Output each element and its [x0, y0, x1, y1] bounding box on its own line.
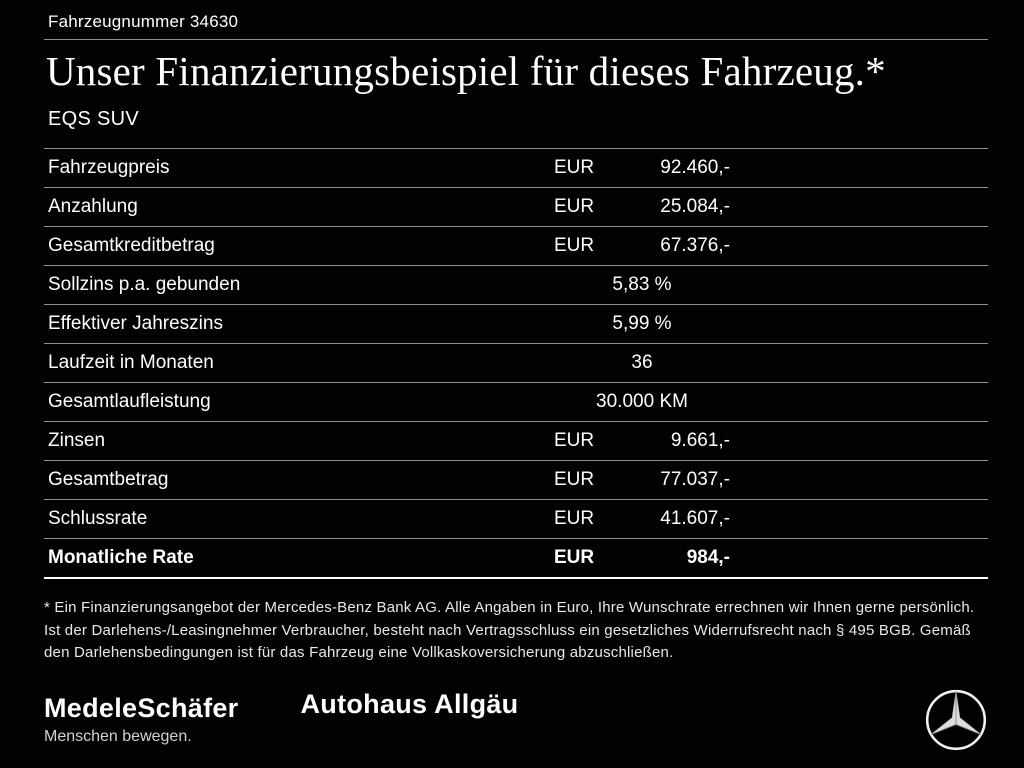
row-value: 5,83 % — [612, 274, 672, 296]
mercedes-star-icon — [924, 688, 988, 752]
table-row-monthly-rate: Monatliche Rate EUR 984,- — [44, 538, 988, 580]
table-row: Schlussrate EUR 41.607,- — [44, 499, 988, 538]
table-row: Gesamtlaufleistung 30.000 KM — [44, 382, 988, 421]
table-row: Effektiver Jahreszins 5,99 % — [44, 304, 988, 343]
row-value: 25.084,- — [660, 196, 730, 218]
row-currency: EUR — [554, 430, 595, 452]
table-row: Gesamtkreditbetrag EUR 67.376,- — [44, 226, 988, 265]
row-label: Monatliche Rate — [48, 547, 194, 569]
row-value: 67.376,- — [660, 235, 730, 257]
row-label: Effektiver Jahreszins — [48, 313, 223, 335]
row-value: 9.661,- — [670, 430, 730, 452]
dealer-name: MedeleSchäfer — [44, 692, 239, 723]
dealer-footer: MedeleSchäfer Menschen bewegen. Autohaus… — [44, 688, 988, 752]
row-value: 41.607,- — [660, 508, 730, 530]
row-label: Sollzins p.a. gebunden — [48, 274, 241, 296]
table-row: Gesamtbetrag EUR 77.037,- — [44, 460, 988, 499]
row-value: 30.000 KM — [596, 391, 688, 413]
table-row: Sollzins p.a. gebunden 5,83 % — [44, 265, 988, 304]
row-currency: EUR — [554, 508, 595, 530]
row-currency: EUR — [554, 196, 595, 218]
row-label: Gesamtbetrag — [48, 469, 169, 491]
page-title: Unser Finanzierungsbeispiel für dieses F… — [46, 48, 886, 94]
vehicle-number: Fahrzeugnummer 34630 — [44, 8, 988, 40]
table-row: Laufzeit in Monaten 36 — [44, 343, 988, 382]
row-label: Laufzeit in Monaten — [48, 352, 214, 374]
table-row: Anzahlung EUR 25.084,- — [44, 187, 988, 226]
row-currency: EUR — [554, 157, 595, 179]
dealer-tagline: Menschen bewegen. — [44, 728, 192, 746]
row-currency: EUR — [554, 547, 595, 569]
vehicle-model: EQS SUV — [48, 108, 140, 131]
row-label: Schlussrate — [48, 508, 148, 530]
table-row: Zinsen EUR 9.661,- — [44, 421, 988, 460]
legal-footnote: * Ein Finanzierungsangebot der Mercedes-… — [44, 599, 975, 662]
row-value: 5,99 % — [612, 313, 672, 335]
row-currency: EUR — [554, 469, 595, 491]
row-value: 92.460,- — [660, 157, 730, 179]
row-value: 36 — [631, 352, 653, 374]
row-currency: EUR — [554, 235, 595, 257]
finance-table: Fahrzeugpreis EUR 92.460,- Anzahlung EUR… — [44, 148, 988, 580]
row-label: Anzahlung — [48, 196, 138, 218]
row-label: Gesamtlaufleistung — [48, 391, 211, 413]
row-value: 77.037,- — [660, 469, 730, 491]
dealer-logo-autohaus: Autohaus Allgäu — [300, 689, 519, 719]
dealer-logo-medele: MedeleSchäfer Menschen bewegen. — [44, 692, 239, 746]
row-value: 984,- — [686, 547, 730, 569]
row-label: Zinsen — [48, 430, 106, 452]
table-row: Fahrzeugpreis EUR 92.460,- — [44, 148, 988, 187]
row-label: Fahrzeugpreis — [48, 157, 170, 179]
row-label: Gesamtkreditbetrag — [48, 235, 215, 257]
